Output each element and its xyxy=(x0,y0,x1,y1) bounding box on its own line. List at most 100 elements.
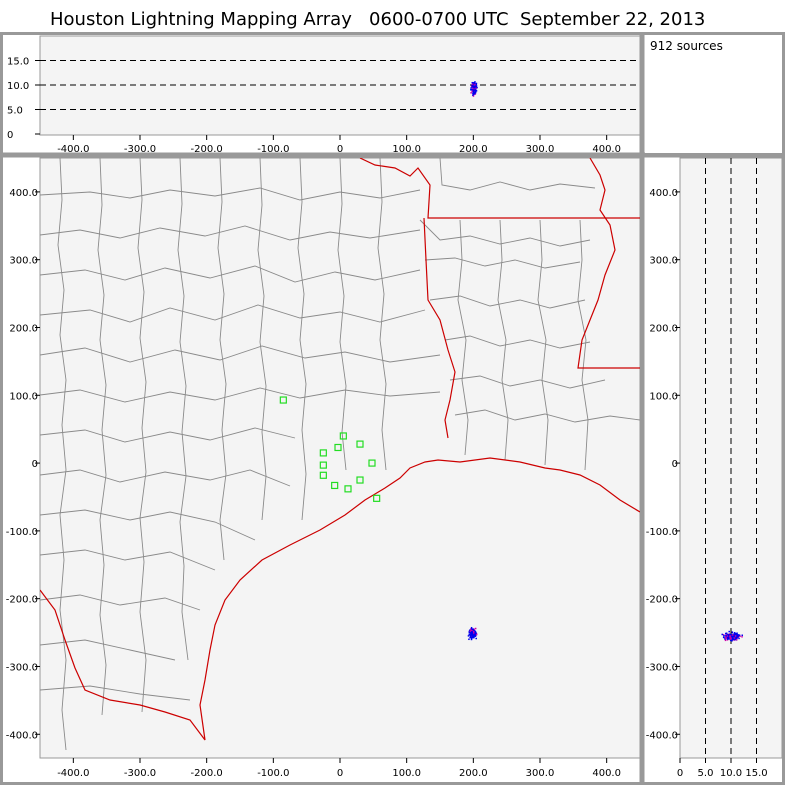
y-tick-label: -100.0 xyxy=(646,527,678,538)
y-tick-label: -400.0 xyxy=(6,730,38,741)
county-boundaries xyxy=(40,158,640,751)
y-tick-label: -200.0 xyxy=(6,595,38,606)
y-altitude-sources xyxy=(721,630,743,642)
source-point xyxy=(727,638,729,640)
station-marker xyxy=(356,476,364,484)
source-point xyxy=(474,635,477,637)
source-point xyxy=(722,634,725,636)
source-point xyxy=(472,92,474,95)
x-tick-label: 400.0 xyxy=(592,144,621,155)
y-tick-label: -200.0 xyxy=(646,595,678,606)
source-point xyxy=(470,626,473,629)
source-point xyxy=(468,638,470,641)
source-point xyxy=(734,637,737,640)
x-tick-label: -200.0 xyxy=(191,144,223,155)
source-point xyxy=(733,634,736,637)
source-point xyxy=(474,87,476,90)
station-marker xyxy=(279,396,287,404)
station-marker xyxy=(356,440,364,448)
source-point xyxy=(736,633,738,636)
source-point xyxy=(469,630,472,633)
x-tick-label: -100.0 xyxy=(257,768,289,779)
source-point xyxy=(737,635,739,638)
source-point xyxy=(473,93,475,96)
source-point xyxy=(738,637,740,640)
source-point xyxy=(726,635,729,637)
source-point xyxy=(731,631,734,634)
source-point xyxy=(724,639,727,642)
source-point xyxy=(734,635,737,637)
source-point xyxy=(728,630,730,633)
source-point xyxy=(470,89,472,91)
source-point xyxy=(733,631,736,634)
source-point xyxy=(470,638,473,641)
altitude-x-sources xyxy=(470,81,478,97)
source-point xyxy=(730,635,732,637)
source-point xyxy=(731,635,733,638)
y-tick-label: 200.0 xyxy=(9,323,38,334)
source-point xyxy=(729,633,732,636)
station-marker xyxy=(331,481,339,490)
station-marker xyxy=(319,471,327,479)
plan-view-sources xyxy=(467,626,478,641)
source-point xyxy=(471,89,473,91)
y-tick-label: 300.0 xyxy=(9,256,38,267)
source-point xyxy=(735,637,738,639)
source-point xyxy=(471,90,473,93)
source-point xyxy=(472,630,475,633)
info-box: 912 sources xyxy=(645,36,782,153)
x-tick-label: -300.0 xyxy=(124,768,156,779)
source-point xyxy=(729,635,731,637)
y-tick-label: -300.0 xyxy=(6,662,38,673)
y-vs-altitude-panel: 0 5.0 10.0 15.0 400.0 300.0 200.0 100.0 0 -100.0 -… xyxy=(646,157,783,779)
y-tick-label: 0 xyxy=(32,459,38,470)
y-tick-label: 0 xyxy=(672,459,678,470)
source-point xyxy=(472,84,474,87)
source-point xyxy=(728,633,731,635)
source-point xyxy=(738,634,741,636)
source-point xyxy=(475,85,478,87)
source-point xyxy=(470,629,472,631)
source-point xyxy=(472,95,475,97)
x-tick-label: 0 xyxy=(337,144,343,155)
source-point xyxy=(473,635,475,638)
source-point xyxy=(736,632,738,634)
source-point xyxy=(471,629,473,632)
x-tick-label: -100.0 xyxy=(257,144,289,155)
source-point xyxy=(474,92,476,95)
source-point xyxy=(475,83,478,86)
source-point xyxy=(469,636,471,639)
x-tick-label: -400.0 xyxy=(57,144,89,155)
source-point xyxy=(471,81,474,84)
y-tick-label: -100.0 xyxy=(6,527,38,538)
source-point xyxy=(472,94,474,96)
source-point xyxy=(741,634,743,637)
source-point xyxy=(724,637,727,639)
y-tick-label: 300.0 xyxy=(649,256,678,267)
source-count: 912 sources xyxy=(650,39,723,53)
x-tick-label: 100.0 xyxy=(392,768,421,779)
station-marker xyxy=(334,443,342,452)
source-point xyxy=(474,83,476,86)
x-tick-label: 400.0 xyxy=(592,768,621,779)
source-point xyxy=(470,92,472,94)
source-point xyxy=(472,91,475,93)
source-point xyxy=(473,85,476,88)
station-marker xyxy=(373,494,381,502)
state-boundaries xyxy=(40,158,640,741)
source-point xyxy=(731,633,733,636)
station-marker xyxy=(319,461,327,469)
y-tick-label: -300.0 xyxy=(646,662,678,673)
source-point xyxy=(475,82,478,85)
source-point xyxy=(472,628,475,631)
station-marker xyxy=(344,485,352,493)
station-marker xyxy=(368,459,376,467)
source-point xyxy=(734,636,736,638)
source-point xyxy=(474,627,477,630)
source-point xyxy=(730,638,732,640)
source-point xyxy=(730,637,733,639)
x-tick-label: -200.0 xyxy=(191,768,223,779)
source-point xyxy=(475,637,477,640)
altitude-vs-x-panel: -400.0 -300.0 -200.0 -100.0 0 100.0 200.0 300.0… xyxy=(7,35,641,155)
